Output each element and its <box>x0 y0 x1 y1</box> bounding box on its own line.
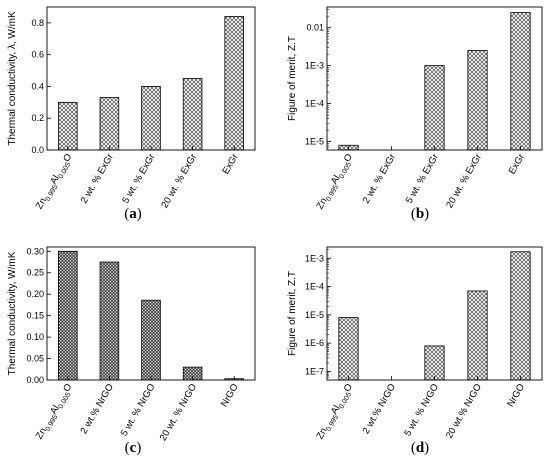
formula-part-b-0: Zn <box>315 196 330 211</box>
panel-label-c: (c) <box>125 440 142 456</box>
x-tick-label-d-4: NrGO <box>505 382 527 409</box>
x-tick-label-c-0: Zn0.995Al0.005O <box>34 382 76 442</box>
chart-panel-b: 1E-5 1E-4 1E-3 0.01 Zn0.995Al0.005O 2 wt. % E… <box>287 6 543 222</box>
y-tick-label-a-4: 0.8 <box>31 18 44 28</box>
bar-c-0 <box>58 250 78 381</box>
x-tick-label-a-4: ExGr <box>220 152 240 176</box>
x-tick-label-d-1: 2 wt.% NrGO <box>361 382 399 436</box>
x-tick-label-b-3: 20 wt. % ExGr <box>444 152 484 210</box>
y-tick-label-d-2: 1E-5 <box>305 310 324 320</box>
bar-a-4 <box>224 16 244 151</box>
bar-a-1 <box>99 97 120 151</box>
x-tick-label-d-2: 5 wt. % NrGO <box>402 382 441 438</box>
y-tick-label-b-3: 0.01 <box>306 23 324 33</box>
x-tick-label-c-1: 2 wt.% NrGO <box>78 382 116 436</box>
bar-a-0 <box>58 101 78 151</box>
bar-d-2 <box>424 345 445 381</box>
bar-c-1 <box>99 261 120 381</box>
y-axis-title-c: Thermal conductivity, W/mK <box>7 251 18 375</box>
x-tick-label-c-2: 5 wt. % NrGO <box>119 382 158 438</box>
y-tick-label-a-2: 0.4 <box>31 81 44 91</box>
formula-part-d-4: O <box>342 382 355 394</box>
bar-b-2 <box>424 65 445 151</box>
bar-a-3 <box>182 78 203 151</box>
panel-label-b: (b) <box>411 206 429 222</box>
bar-b-4 <box>510 12 531 151</box>
bar-d-0 <box>338 317 359 381</box>
bar-d-4 <box>510 251 531 381</box>
y-tick-label-b-1: 1E-4 <box>305 99 324 109</box>
y-axis-title-b: Figure of merit, Z.T <box>287 36 298 121</box>
panel-label-d: (d) <box>411 440 429 456</box>
y-tick-label-a-1: 0.2 <box>31 113 44 123</box>
chart-panel-d: 1E-7 1E-6 1E-5 1E-4 1E-3 Zn0.995Al0.005O 2 wt.… <box>287 246 543 456</box>
y-tick-label-c-6: 0.30 <box>26 246 44 256</box>
x-tick-label-c-4: NrGO <box>219 382 241 409</box>
y-tick-label-c-1: 0.05 <box>26 354 44 364</box>
x-tick-label-a-3: 20 wt. % ExGr <box>159 152 199 210</box>
y-tick-label-c-0: 0.00 <box>26 375 44 385</box>
formula-part-c-4: O <box>61 382 74 394</box>
x-tick-label-a-0: Zn0.995Al0.005O <box>34 152 76 212</box>
formula-part-a-4: O <box>61 152 74 164</box>
chart-panel-a: 0.0 0.2 0.4 0.6 0.8 Zn0.995Al0.005O 2 wt. % Ex… <box>7 6 256 222</box>
y-tick-label-a-0: 0.0 <box>31 145 44 155</box>
y-tick-label-d-1: 1E-6 <box>305 338 324 348</box>
y-axis-title-d: Figure of merit, Z.T <box>287 271 298 356</box>
x-tick-label-d-0: Zn0.995Al0.005O <box>315 382 357 442</box>
y-tick-label-b-2: 1E-3 <box>305 61 324 71</box>
y-tick-label-c-4: 0.20 <box>26 289 44 299</box>
bar-a-2 <box>141 86 161 151</box>
formula-part-d-0: Zn <box>315 426 330 441</box>
x-tick-label-a-2: 5 wt. % ExGr <box>120 152 157 206</box>
y-tick-label-b-0: 1E-5 <box>305 137 324 147</box>
y-tick-label-c-5: 0.25 <box>26 268 44 278</box>
bar-c-2 <box>141 299 161 381</box>
formula-part-a-0: Zn <box>34 196 49 211</box>
y-axis-title-a: Thermal conductivity, λ, W/mK <box>7 11 18 146</box>
x-tick-label-b-2: 5 wt. % ExGr <box>404 152 441 206</box>
bar-b-3 <box>467 50 488 151</box>
panel-label-a: (a) <box>124 206 142 222</box>
x-tick-label-b-1: 2 wt. % ExGr <box>361 152 398 206</box>
x-tick-label-b-4: ExGr <box>507 152 527 176</box>
y-tick-label-a-3: 0.6 <box>31 50 44 60</box>
formula-part-c-0: Zn <box>34 426 49 441</box>
formula-part-b-4: O <box>342 152 355 164</box>
x-tick-label-d-3: 20 wt.% NrGO <box>444 382 484 441</box>
y-tick-label-d-4: 1E-3 <box>305 253 324 263</box>
y-tick-label-d-0: 1E-7 <box>305 366 324 376</box>
x-tick-label-b-0: Zn0.995Al0.005O <box>315 152 357 212</box>
chart-panel-c: 0.00 0.05 0.10 0.15 0.20 0.25 0.30 Zn0.995Al0.0… <box>7 246 256 456</box>
y-tick-label-d-3: 1E-4 <box>305 282 324 292</box>
bar-d-3 <box>467 290 488 381</box>
y-tick-label-c-3: 0.15 <box>26 311 44 321</box>
y-tick-label-c-2: 0.10 <box>26 332 44 342</box>
x-tick-label-a-1: 2 wt. % ExGr <box>79 152 116 206</box>
x-tick-label-c-3: 20 wt. % NrGO <box>158 382 199 443</box>
